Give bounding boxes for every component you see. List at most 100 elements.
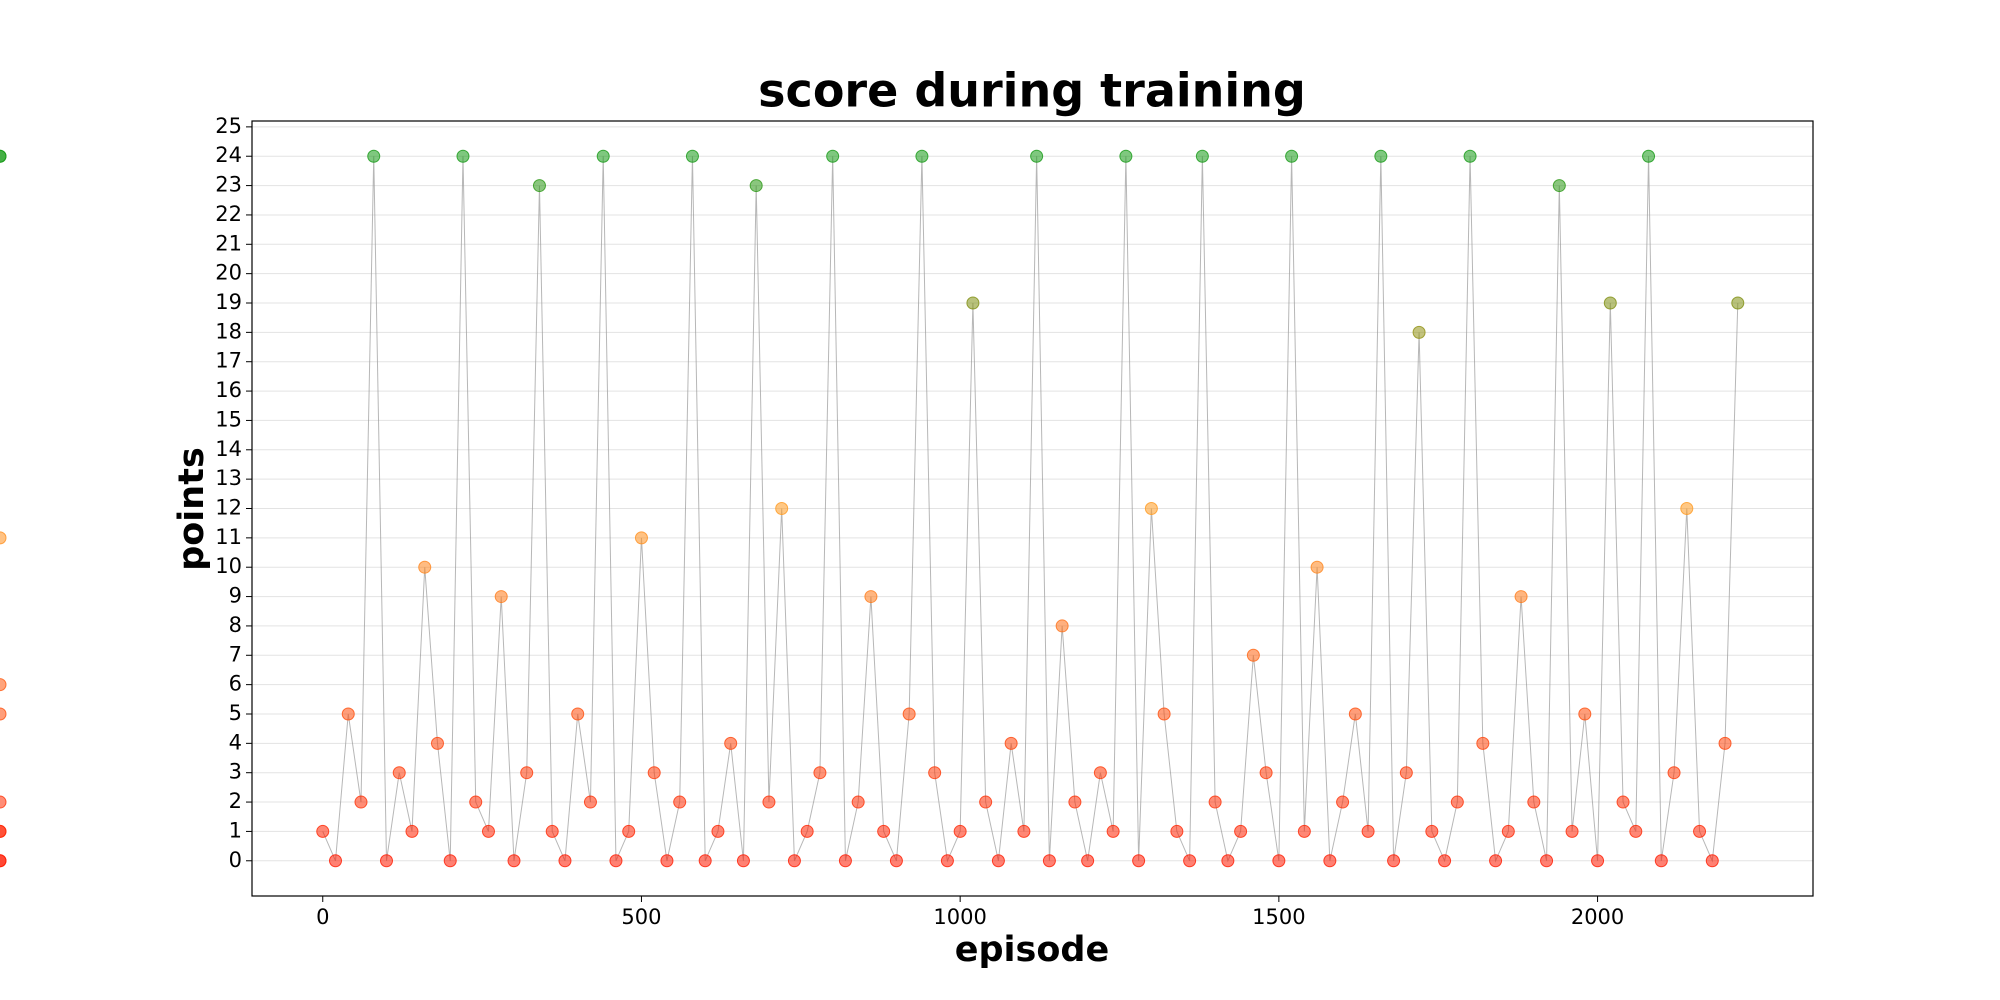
y-tick-label: 21: [215, 231, 242, 255]
score-point: [1527, 795, 1541, 809]
score-point: [1387, 854, 1401, 868]
score-point: [724, 736, 738, 750]
x-tick-label: 500: [621, 905, 661, 929]
y-tick-label: 7: [229, 642, 242, 666]
score-point: [609, 854, 623, 868]
score-point: [0, 149, 7, 163]
x-tick-label: 1500: [1252, 905, 1305, 929]
score-point: [991, 854, 1005, 868]
y-tick-label: 4: [229, 730, 242, 754]
score-point: [1285, 149, 1299, 163]
score-point: [1144, 502, 1158, 515]
score-point: [673, 795, 687, 809]
score-point: [1119, 149, 1133, 163]
y-tick-label: 23: [215, 173, 242, 197]
score-point: [1438, 854, 1452, 868]
score-point: [953, 824, 967, 838]
score-point: [379, 854, 393, 868]
score-point: [392, 766, 406, 780]
score-point: [864, 590, 878, 604]
score-point: [800, 824, 814, 838]
score-point: [698, 854, 712, 868]
score-point: [520, 766, 534, 780]
score-point: [1093, 766, 1107, 780]
score-point: [0, 854, 7, 868]
score-point: [316, 824, 330, 838]
score-point: [1157, 707, 1171, 721]
score-point: [1132, 854, 1146, 868]
y-tick-label: 5: [229, 701, 242, 725]
score-point: [1603, 296, 1617, 310]
score-point: [456, 149, 470, 163]
score-point: [1642, 149, 1656, 163]
score-point: [1425, 824, 1439, 838]
score-point: [1297, 824, 1311, 838]
score-point: [1361, 824, 1375, 838]
score-point: [1463, 149, 1477, 163]
y-tick-label: 16: [215, 378, 242, 402]
score-point: [851, 795, 865, 809]
score-point: [1004, 736, 1018, 750]
y-tick-label: 6: [229, 672, 242, 696]
score-point: [1336, 795, 1350, 809]
plot-frame: [251, 120, 1814, 897]
score-point: [1476, 736, 1490, 750]
score-point: [1629, 824, 1643, 838]
score-point: [1616, 795, 1630, 809]
score-point: [1272, 854, 1286, 868]
score-point: [405, 824, 419, 838]
score-point: [1693, 824, 1707, 838]
score-point: [0, 707, 7, 721]
score-point: [1208, 795, 1222, 809]
y-tick-label: 13: [215, 466, 242, 490]
score-point: [889, 854, 903, 868]
score-point: [915, 149, 929, 163]
score-point: [1565, 824, 1579, 838]
score-point: [1017, 824, 1031, 838]
score-point: [902, 707, 916, 721]
score-point: [1540, 854, 1554, 868]
score-point: [940, 854, 954, 868]
y-tick-label: 14: [215, 437, 242, 461]
x-axis-label: episode: [955, 930, 1109, 970]
score-point: [762, 795, 776, 809]
score-point: [1412, 325, 1426, 339]
score-point: [634, 531, 648, 545]
score-point: [1552, 179, 1566, 193]
y-tick-label: 3: [229, 760, 242, 784]
score-point: [838, 854, 852, 868]
score-point: [813, 766, 827, 780]
y-tick-label: 11: [215, 525, 242, 549]
y-tick-label: 8: [229, 613, 242, 637]
score-point: [1705, 854, 1719, 868]
score-point: [0, 531, 7, 545]
score-point: [0, 678, 7, 692]
y-tick-label: 9: [229, 584, 242, 608]
x-tick-label: 2000: [1571, 905, 1624, 929]
score-point: [571, 707, 585, 721]
score-point: [1310, 560, 1324, 574]
score-point: [1068, 795, 1082, 809]
score-point: [558, 854, 572, 868]
score-point: [354, 795, 368, 809]
chart-title: score during training: [758, 64, 1306, 118]
score-point: [1170, 824, 1184, 838]
y-tick-label: 24: [215, 143, 242, 167]
score-point: [596, 149, 610, 163]
score-point: [826, 149, 840, 163]
y-tick-label: 1: [229, 818, 242, 842]
score-point: [1680, 502, 1694, 515]
score-point: [1489, 854, 1503, 868]
score-point: [1348, 707, 1362, 721]
score-point: [532, 179, 546, 193]
score-point: [1183, 854, 1197, 868]
score-point: [1234, 824, 1248, 838]
score-point: [660, 854, 674, 868]
score-point: [1323, 854, 1337, 868]
score-point: [1259, 766, 1273, 780]
score-point: [1055, 619, 1069, 633]
score-point: [481, 824, 495, 838]
y-tick-label: 10: [215, 554, 242, 578]
y-tick-label: 20: [215, 261, 242, 285]
